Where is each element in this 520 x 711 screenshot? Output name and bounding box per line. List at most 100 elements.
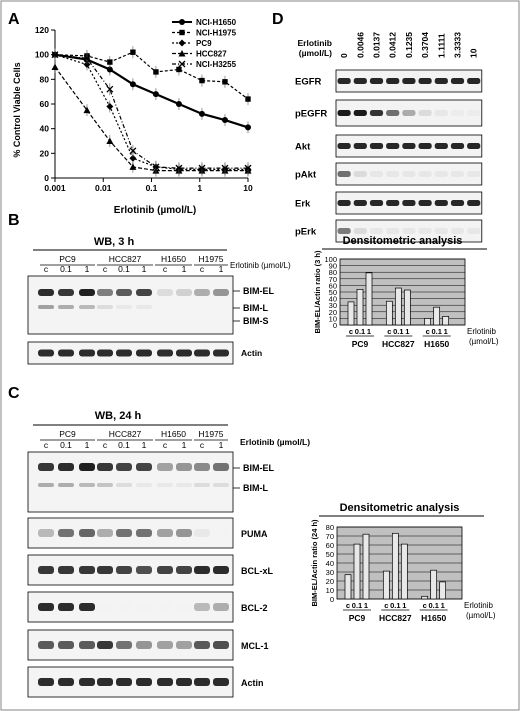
band (176, 349, 192, 357)
band-bim-l (213, 483, 229, 487)
band (337, 200, 351, 206)
data-point (51, 63, 59, 70)
x-title: (µmol/L) (469, 337, 499, 346)
band (136, 349, 152, 357)
band-bim-l (194, 305, 210, 309)
cell-line-label: H1650 (161, 254, 186, 264)
panel-c: C WB, 24 h PC9 HCC827 H1650 H1975 c 0.1 1 c 0.1… (8, 385, 496, 698)
band (402, 171, 416, 177)
data-point (107, 59, 113, 65)
band-label: BIM-L (243, 303, 268, 313)
lane-label: 0.1 (118, 440, 130, 450)
bar (394, 287, 402, 326)
data-point (221, 164, 229, 172)
lane-label: c (200, 264, 205, 274)
bar (400, 543, 408, 600)
band (213, 603, 229, 611)
y-tick-label: 60 (326, 541, 334, 550)
band (157, 529, 173, 537)
band (79, 566, 95, 574)
y-tick-label: 40 (329, 295, 337, 304)
bar (403, 289, 411, 326)
band (418, 228, 432, 234)
panel-b: B WB, 3 h PC9 HCC827 H1650 H1975 c 0.1 1 c 0.1 1… (8, 212, 499, 365)
cell-line-label: H1975 (198, 429, 223, 439)
band (157, 349, 173, 357)
band-bim-l (176, 305, 192, 309)
lane-label: 0.1 (431, 327, 441, 336)
dose-label: 0.1235 (404, 32, 414, 58)
band (97, 603, 113, 611)
band-bim-el (176, 289, 192, 296)
band (136, 529, 152, 537)
data-point (129, 81, 136, 88)
dose-label: 10 (469, 48, 479, 58)
blot-pegfr: pEGFR (295, 99, 483, 127)
lane-label: 1 (219, 264, 224, 274)
lane-label: c (163, 264, 168, 274)
blot-pakt: pAkt (295, 162, 483, 186)
series-nci-h3255 (51, 48, 252, 175)
lane-label: 1 (182, 264, 187, 274)
band (402, 143, 416, 149)
legend-label: HCC827 (196, 50, 227, 59)
band (79, 641, 95, 649)
bar (424, 318, 432, 326)
data-point (222, 79, 228, 85)
band-bim-el (213, 289, 229, 296)
band (418, 200, 432, 206)
band (353, 171, 367, 177)
band-bim-el (58, 463, 74, 471)
lane-label: 1 (85, 264, 90, 274)
lane-label: c (384, 601, 388, 610)
band-bim-el (38, 463, 54, 471)
panel-c-treatment: Erlotinib (µmol/L) (240, 437, 310, 447)
band (369, 228, 384, 234)
x-tick-label: 10 (243, 183, 253, 193)
y-tick-label: 100 (35, 50, 49, 60)
data-point (83, 61, 91, 69)
y-tick-label: 70 (326, 532, 334, 541)
band (386, 228, 400, 234)
band (38, 641, 54, 649)
lane-label: 1 (85, 440, 90, 450)
band-bim-l (176, 483, 192, 487)
band-bim-l (97, 483, 113, 487)
band-bim-el (79, 463, 95, 471)
bar (439, 581, 447, 600)
panel-b-treatment: Erlotinib (µmol/L) (230, 261, 291, 270)
band (450, 110, 465, 116)
group-label: H1650 (421, 613, 446, 623)
data-point (106, 85, 114, 93)
band (194, 349, 210, 357)
lane-label: 0.1 (355, 327, 365, 336)
band (369, 200, 384, 206)
lane-label: c (44, 264, 49, 274)
dose-label: 0.0046 (355, 32, 365, 58)
legend-entry: NCI-H1975 (172, 29, 237, 38)
panel-b-actin-label: Actin (241, 348, 262, 358)
lane-label: 0.1 (390, 601, 400, 610)
y-tick-label: 120 (35, 25, 49, 35)
blot-mcl-1 (27, 629, 234, 661)
lane-label: 1 (142, 440, 147, 450)
bar (356, 289, 364, 326)
legend-label: NCI-H1975 (196, 29, 237, 38)
y-tick-label: 80 (329, 268, 337, 277)
data-point (106, 102, 114, 110)
band (157, 566, 173, 574)
band-bim-el (157, 289, 173, 296)
band-bim-el (116, 463, 132, 471)
y-tick-label: 20 (40, 148, 50, 158)
band (136, 641, 152, 649)
band-bim-l (79, 305, 95, 309)
band (213, 641, 229, 649)
band (79, 349, 95, 357)
lane-label: 1 (182, 440, 187, 450)
band (213, 529, 229, 537)
data-point (198, 110, 205, 117)
band (97, 678, 113, 686)
band (450, 228, 465, 234)
group-label: PC9 (349, 613, 366, 623)
band (337, 171, 351, 177)
